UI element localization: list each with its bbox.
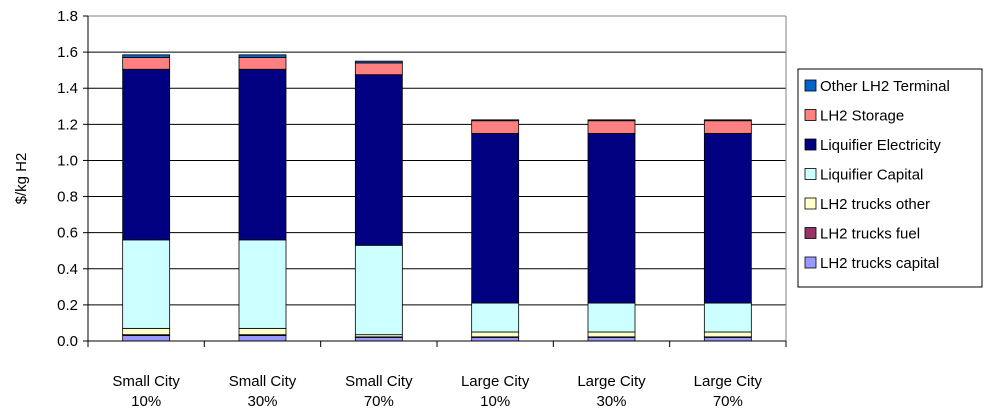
bar-segment — [587, 132, 636, 304]
bar-segment — [587, 302, 636, 333]
bar-segment — [471, 302, 520, 333]
y-tick-label: 1.0 — [57, 152, 78, 169]
y-tick-label: 0.0 — [57, 333, 78, 350]
bar-segment — [238, 68, 287, 241]
y-tick-label: 1.8 — [57, 8, 78, 25]
x-tick-label: 10% — [131, 393, 161, 410]
bar-segment — [238, 327, 287, 336]
bar-segment — [354, 60, 403, 64]
bars — [122, 54, 752, 342]
legend-swatch — [804, 256, 817, 269]
x-tick-label: Large City — [694, 373, 763, 390]
bar-segment — [587, 331, 636, 338]
axes — [83, 15, 787, 347]
bar-segment — [354, 62, 403, 76]
legend: Other LH2 Terminal LH2 Storage Liquifier E… — [797, 68, 983, 288]
bar-segment — [238, 335, 287, 342]
x-tick-label: Large City — [461, 373, 530, 390]
legend-box — [797, 68, 983, 288]
bar-segment — [703, 302, 752, 333]
y-tick-label: 0.8 — [57, 189, 78, 206]
y-tick-labels: 0.0 0.2 0.4 0.6 0.8 1.0 1.2 1.4 1.6 1.8 — [57, 8, 78, 350]
bar-segment — [354, 336, 403, 342]
legend-label: Other LH2 Terminal — [820, 78, 950, 95]
bar-segment — [471, 120, 520, 134]
bar-segment — [703, 119, 752, 122]
bar-segment — [471, 132, 520, 304]
bar-segment — [122, 239, 171, 329]
bar-segment — [703, 336, 752, 342]
bar-segment — [122, 335, 171, 342]
legend-swatch — [804, 197, 817, 210]
x-tick-label: Small City — [345, 373, 413, 390]
y-axis-title: $/kg H2 — [13, 153, 30, 205]
bar-segment — [238, 54, 287, 58]
bar-segment — [122, 57, 171, 70]
bar-segment — [703, 120, 752, 134]
bar-segment — [471, 119, 520, 122]
legend-label: LH2 Storage — [820, 108, 904, 125]
legend-swatch — [804, 168, 817, 180]
legend-label: Liquifier Electricity — [820, 137, 941, 154]
bar-segment — [471, 336, 520, 342]
y-tick-label: 0.2 — [57, 297, 78, 314]
x-tick-label: 70% — [364, 393, 394, 410]
x-tick-label: Small City — [112, 373, 180, 390]
y-tick-label: 1.4 — [57, 80, 78, 97]
bar-segment — [354, 244, 403, 336]
y-tick-label: 1.6 — [57, 44, 78, 61]
x-tick-labels: Small City 10% Small City 30% Small City 70% L… — [112, 373, 762, 410]
bar-segment — [587, 119, 636, 122]
x-tick-label: Large City — [577, 373, 646, 390]
gridlines — [88, 15, 786, 306]
legend-label: LH2 trucks fuel — [820, 226, 920, 243]
y-tick-label: 0.4 — [57, 261, 78, 278]
bar-segment — [587, 336, 636, 342]
legend-label: Liquifier Capital — [820, 167, 923, 184]
legend-swatch — [804, 79, 817, 92]
x-tick-label: 30% — [247, 393, 277, 410]
legend-swatch — [804, 138, 817, 151]
bar-segment — [587, 120, 636, 134]
legend-swatch — [804, 227, 817, 239]
legend-label: LH2 trucks capital — [820, 255, 939, 272]
x-tick-label: 70% — [713, 393, 743, 410]
bar-segment — [238, 239, 287, 329]
y-tick-label: 0.6 — [57, 225, 78, 242]
bar-segment — [471, 331, 520, 338]
y-tick-label: 1.2 — [57, 116, 78, 133]
legend-label: LH2 trucks other — [820, 196, 930, 213]
bar-segment — [122, 68, 171, 241]
bar-segment — [122, 327, 171, 336]
legend-swatch — [804, 109, 817, 121]
bar-segment — [703, 132, 752, 304]
x-tick-label: Small City — [229, 373, 297, 390]
bar-segment — [238, 57, 287, 70]
bar-segment — [703, 331, 752, 338]
bar-segment — [122, 54, 171, 58]
x-tick-label: 10% — [480, 393, 510, 410]
bar-segment — [354, 74, 403, 246]
x-tick-label: 30% — [596, 393, 626, 410]
